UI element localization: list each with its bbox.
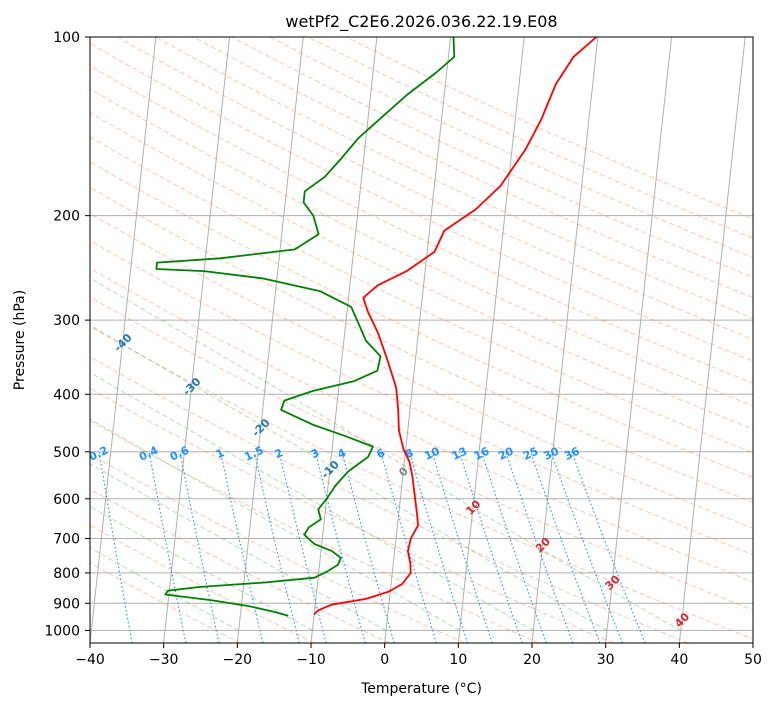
dry-adiabats [90, 37, 753, 643]
plot-frame [89, 36, 754, 644]
x-tick-label: −20 [223, 652, 253, 668]
x-tick-label: 30 [597, 652, 615, 668]
isotherm-line [384, 37, 452, 643]
y-tick-label: 100 [53, 30, 80, 46]
isotherm-line [531, 37, 599, 643]
dry-adiabat [90, 65, 753, 384]
mixing-ratio-line [278, 451, 327, 643]
y-tick-label: 700 [53, 532, 80, 548]
isotherm-line [163, 37, 231, 643]
y-tick-label: 200 [53, 209, 80, 225]
moist-adiabats [90, 277, 681, 631]
mixing-ratio-line [550, 451, 623, 643]
dry-adiabat [90, 488, 390, 643]
isotherm-line [236, 37, 304, 643]
isotherm-line [90, 37, 157, 643]
profile-series-line-1 [313, 37, 597, 616]
mixing-ratio-label: 16 [472, 444, 492, 462]
dry-adiabat [90, 161, 753, 478]
x-tick-label: 40 [670, 652, 688, 668]
mixing-ratio-line [431, 451, 493, 643]
isotherm-line [310, 37, 378, 643]
x-tick-label: 10 [449, 652, 467, 668]
y-tick-label: 900 [53, 596, 80, 612]
chart-title: wetPf2_C2E6.2026.036.22.19.E08 [285, 12, 557, 32]
mixing-ratio-line [341, 451, 395, 643]
mixing-ratio-line [220, 451, 264, 643]
x-axis-ticks: −40 −30 −20 −10 0 10 20 30 40 50 [75, 643, 762, 668]
y-axis-title: Pressure (hPa) [12, 290, 28, 390]
mixing-ratio-line [458, 451, 523, 643]
dry-adiabat [90, 420, 540, 643]
moist-adiabat [90, 277, 681, 631]
mixing-ratio-line [179, 451, 220, 643]
dry-adiabat [155, 37, 753, 319]
mixing-ratio-line [505, 451, 574, 643]
isotherm-line [605, 37, 673, 643]
mixing-ratio-label: 10 [422, 444, 442, 462]
skewed-isotherms [90, 37, 753, 643]
mixing-ratio-line [380, 451, 437, 643]
x-tick-label: 20 [523, 652, 541, 668]
pressure-gridlines [90, 37, 753, 631]
mixing-ratio-label: 13 [450, 445, 469, 463]
moist-adiabat [90, 324, 608, 631]
mixing-ratio-line [480, 451, 547, 643]
moist-adiabat [90, 418, 460, 631]
dry-adiabat [90, 387, 614, 643]
dry-adiabat [90, 42, 753, 362]
y-tick-label: 500 [53, 445, 80, 461]
mixing-ratio-line [529, 451, 601, 643]
mixing-ratio-line [148, 451, 187, 643]
x-tick-label: −30 [149, 652, 179, 668]
dry-adiabat [90, 562, 241, 643]
dry-adiabat [90, 296, 753, 611]
x-tick-label: −40 [75, 652, 105, 668]
dry-adiabat [116, 37, 753, 340]
profile-series-line-2 [155, 37, 456, 617]
isotherm-line [457, 37, 525, 643]
moist-adiabat [90, 371, 534, 631]
y-axis-ticks: 100 200 300 400 500 600 700 800 900 1000 [44, 30, 90, 639]
moist-adiabat [90, 463, 387, 631]
mixing-ratio-label: 25 [521, 445, 540, 463]
y-tick-label: 400 [53, 387, 80, 403]
x-axis-title: Temperature (°C) [360, 681, 482, 697]
mixing-ratio-line [571, 451, 646, 643]
dry-adiabat [90, 240, 753, 556]
x-tick-label: 0 [380, 652, 389, 668]
mixing-ratio-line [314, 451, 366, 643]
y-tick-label: 800 [53, 566, 80, 582]
dry-adiabat [90, 213, 753, 529]
mixing-ratio-label: 36 [562, 444, 582, 462]
isotherm-line [678, 37, 746, 643]
y-tick-label: 300 [53, 313, 80, 329]
x-tick-label: 50 [744, 652, 762, 668]
dry-adiabat [193, 37, 753, 299]
mixing-ratio-line [253, 451, 300, 643]
profile-series [155, 37, 597, 617]
dry-adiabat [90, 186, 753, 503]
y-tick-label: 600 [53, 492, 80, 508]
mixing-ratio-label: 20 [496, 444, 516, 462]
dry-adiabat [90, 453, 465, 643]
mixing-ratio-label: 30 [542, 444, 562, 462]
mixing-ratio-line [408, 451, 469, 643]
dry-adiabat [90, 325, 753, 640]
y-tick-label: 1000 [44, 623, 80, 639]
x-tick-label: −10 [296, 652, 326, 668]
